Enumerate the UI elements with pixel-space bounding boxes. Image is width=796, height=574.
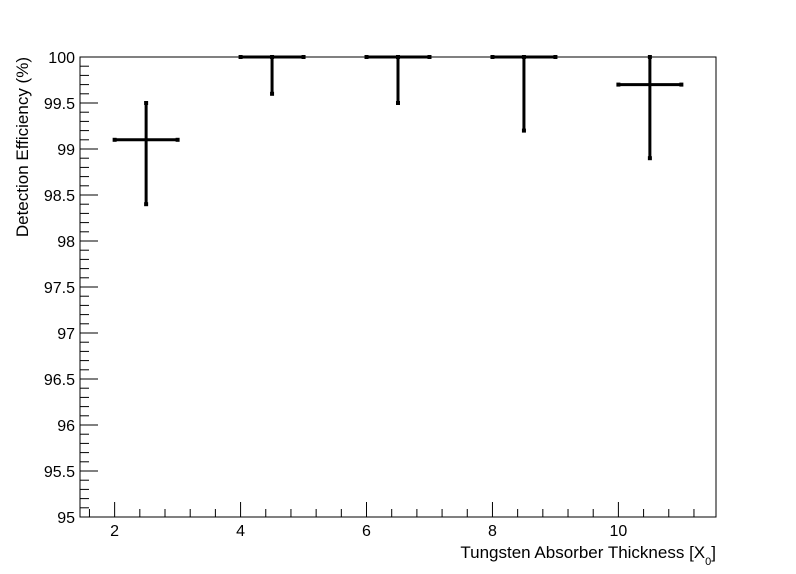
error-cap [553,55,558,59]
x-tick-label: 6 [362,523,371,540]
y-tick-label: 98 [57,234,75,251]
y-tick-label: 97.5 [44,280,75,297]
error-cap [490,55,495,59]
error-cap [364,55,369,59]
data-points [112,55,684,207]
error-cap [396,101,400,105]
x-axis-title-text: Tungsten Absorber Thickness [X [460,543,705,562]
error-cap [301,55,306,59]
y-tick-label: 97 [57,326,75,343]
error-cap [144,101,149,105]
y-axis-title: Detection Efficiency (%) [13,57,32,237]
x-tick-label: 2 [110,523,119,540]
error-cap [238,55,243,59]
y-tick-label: 98.5 [44,188,75,205]
error-cap [616,82,621,87]
plot-frame [79,56,717,518]
x-axis-title: Tungsten Absorber Thickness [X0] [460,543,716,568]
data-point [364,55,432,105]
error-cap [270,55,275,59]
error-cap [679,82,684,87]
data-point [616,55,684,161]
error-cap [270,91,275,96]
x-tick-label: 8 [488,523,497,540]
x-tick-label: 10 [609,523,627,540]
error-cap [521,55,526,59]
error-cap [521,128,526,133]
y-tick-label: 95 [57,510,75,527]
y-tick-label: 96.5 [44,372,75,389]
data-point [490,55,558,133]
y-tick-label: 99.5 [44,96,75,113]
y-tick-label: 99 [57,142,75,159]
data-point [238,55,306,96]
error-cap [396,55,400,59]
axes [79,56,717,518]
y-tick-label: 96 [57,418,75,435]
error-cap [647,55,652,59]
error-cap [112,137,117,142]
x-axis-title-bracket: ] [711,543,716,562]
error-cap [427,55,432,59]
x-axis-ticks: 2 4 6 8 10 [88,502,695,540]
error-cap [647,156,652,161]
x-axis-title-subscript: 0 [705,556,711,568]
error-cap [144,202,149,207]
y-tick-label: 95.5 [44,464,75,481]
y-axis-ticks: 95 95.5 96 96.5 97 97.5 98 98.5 99 99.5 100 [44,50,98,527]
y-tick-label: 100 [48,50,75,67]
x-tick-label: 4 [236,523,245,540]
error-cap [175,137,180,142]
data-point [112,101,180,207]
